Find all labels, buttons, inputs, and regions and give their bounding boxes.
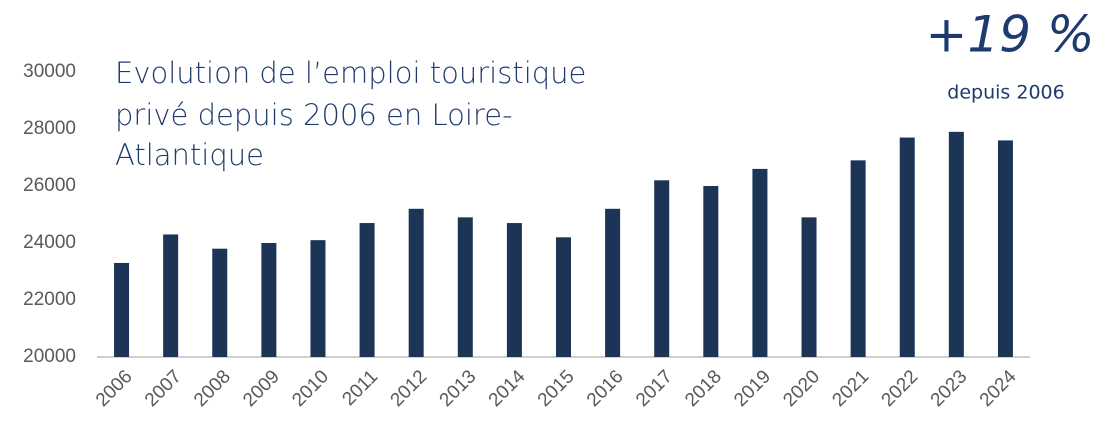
x-tick-label: 2011 [338, 366, 382, 410]
y-tick-label: 20000 [23, 346, 76, 367]
bar [457, 217, 473, 357]
bar [212, 248, 228, 357]
annotation: depuis 2006 [947, 82, 1064, 104]
x-tick-label: 2021 [828, 366, 873, 411]
bar [850, 160, 866, 357]
y-tick-label: 26000 [23, 175, 76, 196]
x-tick-label: 2022 [878, 366, 923, 411]
bar [506, 223, 522, 357]
x-tick-label: 2020 [779, 366, 824, 411]
bar [801, 217, 817, 357]
bar [114, 262, 130, 357]
x-tick-label: 2013 [436, 366, 481, 411]
bar [359, 223, 375, 357]
x-tick-label: 2023 [927, 366, 972, 411]
x-tick-label: 2014 [485, 366, 530, 411]
bar [899, 137, 915, 357]
bar [310, 240, 326, 357]
bar [752, 168, 768, 357]
bar [408, 208, 424, 357]
bar [654, 180, 670, 357]
x-tick-label: 2006 [92, 366, 137, 411]
bar [703, 186, 719, 357]
x-tick-label: 2016 [583, 366, 628, 411]
x-tick-label: 2018 [681, 366, 726, 411]
x-tick-label: 2010 [288, 366, 333, 411]
bar [605, 208, 621, 357]
x-tick-label: 2024 [976, 366, 1021, 411]
x-tick-label: 2007 [141, 366, 186, 411]
bar [163, 234, 179, 357]
y-tick-label: 22000 [23, 289, 76, 310]
x-tick-label: 2008 [190, 366, 235, 411]
annotation: +19 % [926, 6, 1095, 64]
chart-title: privé depuis 2006 en Loire- [115, 98, 513, 132]
bar [997, 140, 1013, 357]
y-tick-label: 24000 [23, 232, 76, 253]
chart-title: Evolution de l’emploi touristique [115, 56, 586, 90]
bar [556, 237, 571, 357]
chart-title: Atlantique [115, 138, 264, 172]
y-tick-label: 30000 [23, 61, 76, 82]
x-tick-label: 2015 [534, 366, 579, 411]
x-tick-label: 2009 [239, 366, 284, 411]
x-tick-label: 2019 [730, 366, 775, 411]
bar [261, 243, 277, 357]
x-tick-label: 2017 [632, 366, 677, 411]
bar [948, 131, 964, 357]
x-tick-label: 2012 [387, 366, 432, 411]
y-tick-label: 28000 [23, 118, 76, 139]
